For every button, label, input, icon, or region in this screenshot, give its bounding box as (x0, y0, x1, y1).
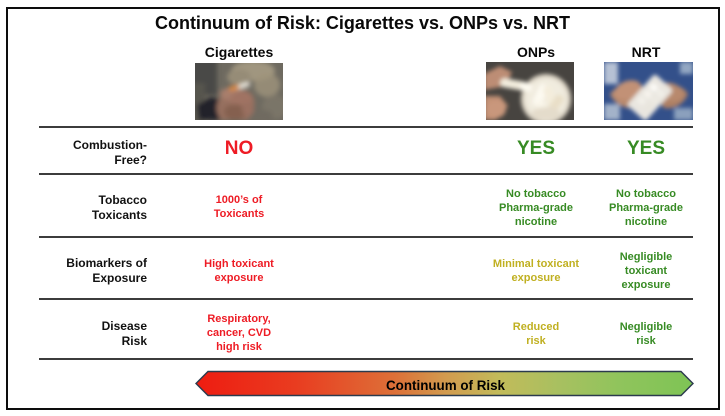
svg-text:Continuum of Risk: Continuum of Risk (386, 378, 506, 393)
